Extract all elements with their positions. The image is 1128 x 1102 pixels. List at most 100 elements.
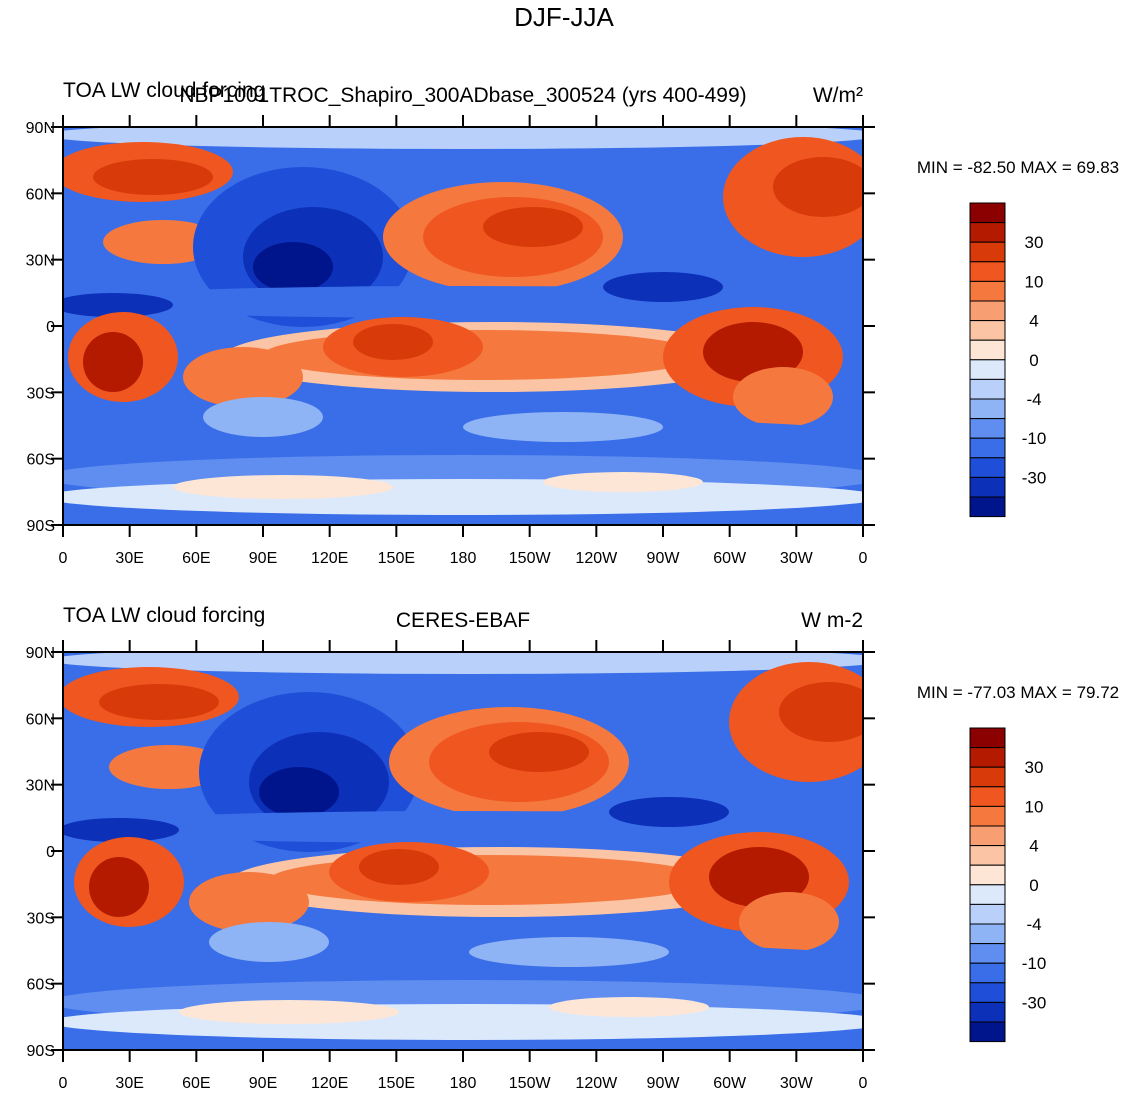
field-contour xyxy=(353,324,433,360)
lat-label: 60S xyxy=(27,452,55,469)
center-title: CERES-EBAF xyxy=(396,609,530,632)
field-contour xyxy=(179,1000,399,1024)
lon-label: 120E xyxy=(311,550,348,567)
colorbar-box xyxy=(969,437,1006,459)
field-contour xyxy=(703,322,803,382)
colorbar-box xyxy=(969,476,1006,498)
colorbar-box xyxy=(969,202,1006,224)
colorbar-label: 30 xyxy=(1025,233,1044,252)
map-field xyxy=(63,652,863,1050)
colorbar-box xyxy=(969,300,1006,322)
field-contour xyxy=(549,997,709,1017)
colorbar-label: 4 xyxy=(1029,837,1038,856)
lat-label: 90N xyxy=(26,645,55,662)
colorbar-box xyxy=(969,320,1006,341)
left-title: TOA LW cloud forcing xyxy=(63,604,265,627)
lat-label: 30N xyxy=(26,253,55,270)
field-contour xyxy=(773,157,863,217)
colorbar-box xyxy=(969,1021,1006,1043)
field-contour xyxy=(83,332,143,392)
lon-label: 90W xyxy=(647,550,681,567)
colorbar-label: -30 xyxy=(1022,993,1047,1012)
colorbar-box xyxy=(969,747,1006,768)
colorbar-label: 30 xyxy=(1025,758,1044,777)
lat-label: 60N xyxy=(26,711,55,728)
colorbar-label: 10 xyxy=(1025,797,1044,816)
min-max: MIN = -82.50 MAX = 69.83 xyxy=(917,158,1119,177)
colorbar-label: -30 xyxy=(1022,468,1047,487)
right-title: W/m² xyxy=(813,84,863,107)
field-contour xyxy=(779,682,863,742)
colorbar-box xyxy=(969,457,1006,478)
colorbar-box xyxy=(969,1001,1006,1023)
lon-label: 120W xyxy=(575,1075,618,1092)
field-contour xyxy=(183,347,303,407)
min-max: MIN = -77.03 MAX = 79.72 xyxy=(917,683,1119,702)
colorbar-box xyxy=(969,943,1006,964)
colorbar-box xyxy=(969,786,1006,807)
field-contour xyxy=(739,892,839,952)
field-contour xyxy=(709,847,809,907)
field-contour xyxy=(543,472,703,492)
field-contour xyxy=(253,242,333,292)
center-title: NBP1001TROC_Shapiro_300ADbase_300524 (yr… xyxy=(179,84,746,107)
colorbar-box xyxy=(969,805,1006,827)
field-contour xyxy=(203,397,323,437)
lon-label: 60W xyxy=(713,1075,747,1092)
field-contour xyxy=(63,417,863,457)
lon-label: 30W xyxy=(780,550,814,567)
lon-label: 60E xyxy=(182,550,210,567)
lat-label: 60S xyxy=(27,977,55,994)
field-contour xyxy=(733,367,833,427)
lat-label: 0 xyxy=(46,844,55,861)
colorbar-box xyxy=(969,766,1006,788)
lon-label: 60E xyxy=(182,1075,210,1092)
colorbar-box xyxy=(969,359,1006,380)
colorbar-box xyxy=(969,378,1006,400)
colorbar-box xyxy=(969,496,1006,518)
lon-label: 150W xyxy=(509,550,552,567)
colorbar-box xyxy=(969,884,1006,905)
colorbar-box xyxy=(969,903,1006,925)
lat-label: 0 xyxy=(46,319,55,336)
colorbar-box xyxy=(969,418,1006,439)
field-contour xyxy=(103,220,223,264)
field-contour xyxy=(463,412,663,442)
lat-label: 30N xyxy=(26,778,55,795)
lon-label: 0 xyxy=(859,550,868,567)
field-contour xyxy=(603,272,723,302)
lon-label: 0 xyxy=(59,1075,68,1092)
field-contour xyxy=(609,797,729,827)
field-contour xyxy=(63,818,179,842)
map-field xyxy=(63,127,863,525)
field-contour xyxy=(89,857,149,917)
colorbar-label: -10 xyxy=(1022,954,1047,973)
colorbar-label: -10 xyxy=(1022,429,1047,448)
lon-label: 150E xyxy=(378,1075,415,1092)
field-contour xyxy=(63,479,863,515)
field-contour xyxy=(469,937,669,967)
colorbar-box xyxy=(969,280,1006,302)
field-contour xyxy=(63,293,173,317)
colorbar-label: 4 xyxy=(1029,312,1038,331)
lon-label: 90E xyxy=(249,1075,277,1092)
figure-title: DJF-JJA xyxy=(514,2,614,32)
lat-label: 90N xyxy=(26,120,55,137)
lat-label: 60N xyxy=(26,186,55,203)
colorbar-box xyxy=(969,982,1006,1003)
field-contour xyxy=(189,872,309,932)
field-contour xyxy=(359,849,439,885)
right-title: W m-2 xyxy=(801,609,863,632)
field-contour xyxy=(93,159,213,195)
lon-label: 90W xyxy=(647,1075,681,1092)
field-contour xyxy=(63,652,863,674)
lon-label: 120W xyxy=(575,550,618,567)
lon-label: 0 xyxy=(859,1075,868,1092)
colorbar-box xyxy=(969,864,1006,886)
field-contour xyxy=(63,1004,863,1040)
colorbar-label: -4 xyxy=(1026,915,1041,934)
colorbar-box xyxy=(969,727,1006,749)
field-contour xyxy=(63,942,863,982)
field-contour xyxy=(209,922,329,962)
